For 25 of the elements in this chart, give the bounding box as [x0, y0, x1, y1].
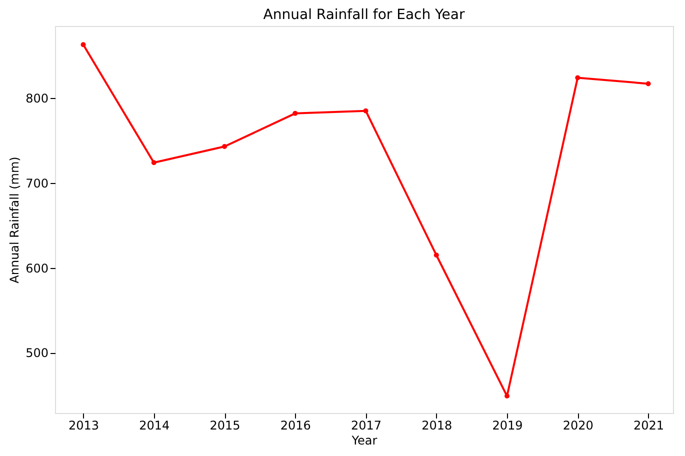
x-tick-label: 2013: [68, 418, 100, 432]
point: [434, 252, 439, 258]
x-axis-title: Year: [350, 434, 378, 448]
point: [222, 144, 228, 150]
point: [80, 42, 86, 48]
x-tick-label: 2018: [422, 418, 452, 432]
x-tick-label: 2017: [350, 418, 382, 432]
y-tick-label: 600: [26, 261, 48, 276]
point: [151, 160, 156, 166]
point: [363, 108, 368, 114]
point: [575, 75, 580, 80]
y-axis-title: Annual Rainfall (mm): [8, 156, 22, 284]
point: [504, 394, 510, 399]
x-tick-label: 2015: [210, 418, 240, 432]
x-tick-label: 2014: [139, 418, 170, 432]
x-tick-label: 2020: [562, 418, 594, 432]
y-tick-label: 800: [26, 92, 48, 106]
x-tick-label: 2016: [280, 418, 311, 432]
x-tick-label: 2019: [492, 418, 523, 432]
chart-title: Annual Rainfall for Each Year: [263, 7, 465, 23]
point: [292, 110, 298, 116]
point: [646, 81, 651, 86]
x-tick-label: 2021: [634, 418, 664, 432]
y-tick-label: 700: [26, 176, 48, 191]
y-tick-label: 500: [26, 346, 48, 360]
